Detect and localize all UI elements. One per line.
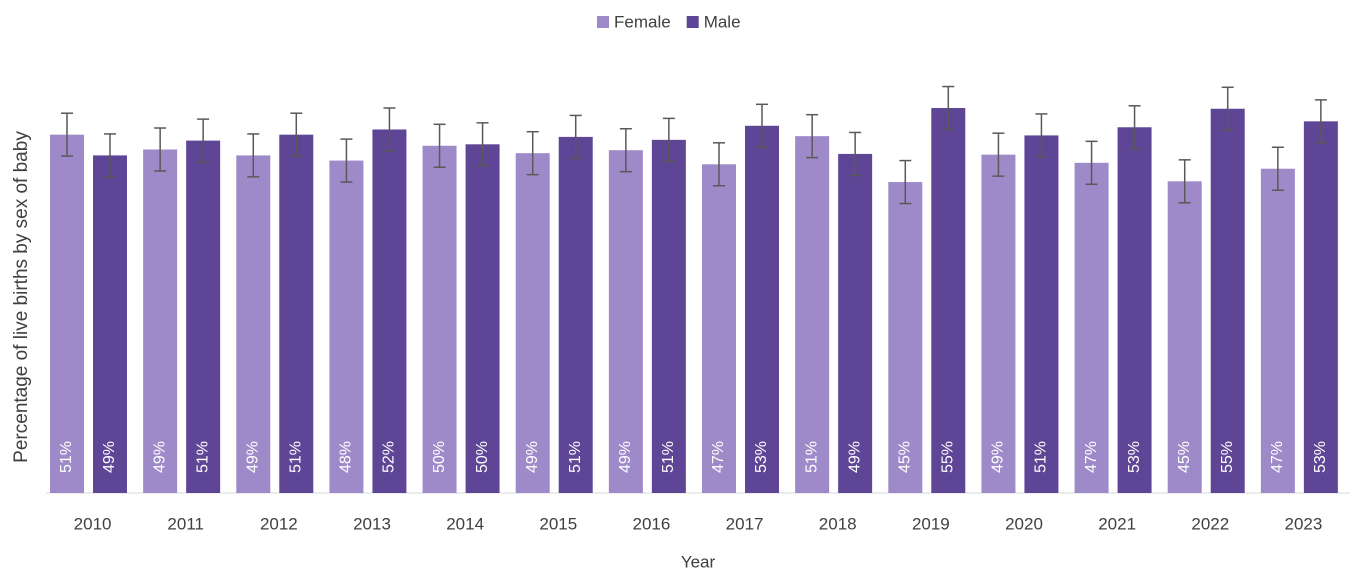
x-tick-label: 2021 — [1098, 514, 1136, 533]
bar — [186, 140, 221, 493]
x-tick-label: 2018 — [819, 514, 857, 533]
x-tick-label: 2017 — [726, 514, 764, 533]
x-tick-label: 2014 — [446, 514, 484, 533]
value-label: 55% — [1219, 441, 1236, 473]
bar — [1260, 168, 1295, 493]
legend-label: Male — [704, 12, 741, 31]
legend-swatch — [686, 16, 699, 28]
bar — [1117, 127, 1152, 494]
x-tick-label: 2011 — [167, 514, 204, 533]
bar — [515, 153, 550, 493]
value-label: 49% — [617, 441, 634, 473]
bar — [143, 149, 178, 494]
value-label: 50% — [431, 441, 448, 473]
bar — [236, 155, 271, 493]
bar — [838, 153, 873, 493]
value-label: 45% — [1176, 441, 1193, 473]
value-label: 49% — [524, 441, 541, 473]
bar — [608, 150, 643, 494]
bar — [372, 129, 407, 493]
bar — [1303, 121, 1338, 493]
x-tick-label: 2013 — [353, 514, 391, 533]
bar — [50, 134, 84, 494]
x-tick-label: 2015 — [539, 514, 577, 533]
x-tick-label: 2010 — [74, 514, 112, 533]
bar — [422, 145, 457, 493]
bar — [329, 160, 364, 493]
bar — [465, 144, 500, 493]
value-label: 49% — [151, 441, 168, 473]
value-label: 53% — [1126, 441, 1143, 473]
value-label: 45% — [897, 441, 914, 473]
bar — [279, 134, 314, 494]
value-label: 51% — [660, 441, 677, 473]
value-label: 51% — [1033, 441, 1050, 473]
value-label: 52% — [381, 441, 398, 473]
value-label: 47% — [1083, 441, 1100, 473]
bar — [1210, 108, 1245, 493]
bar — [931, 108, 966, 493]
value-label: 53% — [1312, 441, 1329, 473]
value-label: 49% — [245, 441, 262, 473]
legend-swatch — [597, 16, 609, 28]
value-label: 51% — [194, 441, 211, 473]
x-tick-label: 2016 — [633, 514, 671, 533]
bar — [651, 139, 686, 493]
value-label: 51% — [288, 441, 305, 473]
value-label: 50% — [474, 441, 491, 473]
bar — [745, 125, 779, 494]
value-label: 51% — [58, 441, 75, 473]
value-label: 51% — [803, 441, 820, 473]
bar — [888, 182, 923, 494]
value-label: 47% — [1269, 441, 1286, 473]
bar — [1167, 181, 1202, 493]
bar — [1024, 135, 1059, 493]
bar — [795, 136, 830, 493]
y-axis-title: Percentage of live births by sex of baby — [11, 131, 32, 463]
value-label: 51% — [567, 441, 584, 473]
legend-label: Female — [614, 12, 671, 31]
value-label: 49% — [990, 441, 1007, 473]
x-tick-label: 2012 — [260, 514, 298, 533]
value-label: 49% — [101, 441, 118, 473]
value-label: 48% — [338, 441, 355, 473]
bar — [558, 136, 593, 493]
bar — [1074, 162, 1109, 493]
value-label: 53% — [753, 441, 770, 473]
value-label: 55% — [940, 441, 957, 473]
x-tick-label: 2023 — [1285, 514, 1323, 533]
x-tick-label: 2019 — [912, 514, 950, 533]
value-label: 49% — [846, 441, 863, 473]
bar — [93, 155, 127, 493]
bar — [702, 164, 736, 493]
x-tick-label: 2020 — [1005, 514, 1043, 533]
bar — [981, 154, 1016, 493]
value-label: 47% — [710, 441, 727, 473]
x-tick-label: 2022 — [1191, 514, 1229, 533]
x-axis-title: Year — [681, 552, 716, 571]
